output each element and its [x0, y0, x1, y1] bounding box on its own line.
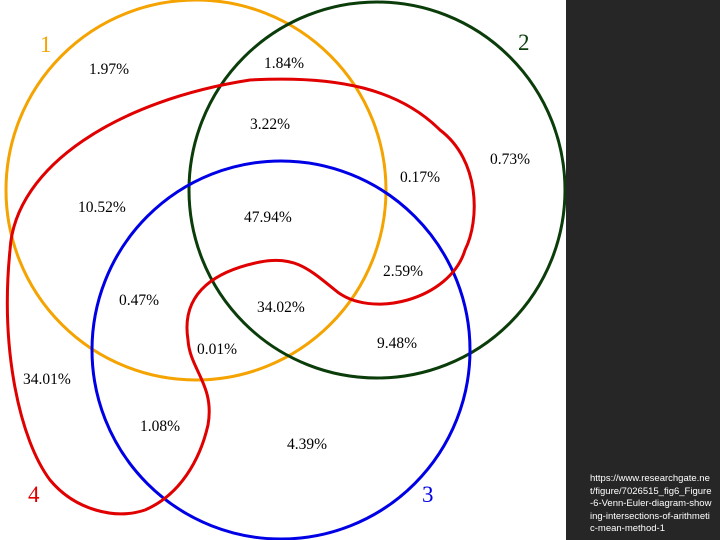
region-label-1-2-3-4: 47.94%	[244, 209, 292, 226]
region-label-only-2: 0.73%	[490, 151, 530, 168]
set-4-shape	[5, 77, 476, 516]
region-label-1-3: 0.01%	[197, 341, 237, 358]
set-4-label: 4	[28, 482, 40, 507]
region-label-only-4: 34.01%	[23, 371, 71, 388]
region-label-1-4: 10.52%	[78, 199, 126, 216]
set-3-label: 3	[422, 482, 434, 507]
set-1-label: 1	[40, 32, 52, 57]
region-label-2-3: 9.48%	[377, 335, 417, 352]
region-label-2-3-4: 2.59%	[383, 263, 423, 280]
region-label-1-2-3: 34.02%	[257, 299, 305, 316]
region-label-1-2: 1.84%	[264, 55, 304, 72]
set-1-circle	[4, 0, 388, 382]
dark-sidebar-panel	[566, 0, 720, 540]
set-3-circle	[90, 159, 472, 540]
region-label-3-4: 1.08%	[140, 418, 180, 435]
region-label-only-1: 1.97%	[89, 61, 129, 78]
venn-euler-diagram: 1 2 3 4 1.97% 1.84% 3.22% 0.17% 0.73% 10…	[4, 0, 566, 540]
set-2-circle	[187, 0, 566, 380]
region-label-2-4: 0.17%	[400, 169, 440, 186]
region-label-1-3-4: 0.47%	[119, 292, 159, 309]
set-2-label: 2	[518, 30, 530, 55]
region-label-1-2-4: 3.22%	[250, 116, 290, 133]
region-label-only-3: 4.39%	[287, 436, 327, 453]
source-url-caption: https://www.researchgate.net/figure/7026…	[590, 473, 712, 534]
